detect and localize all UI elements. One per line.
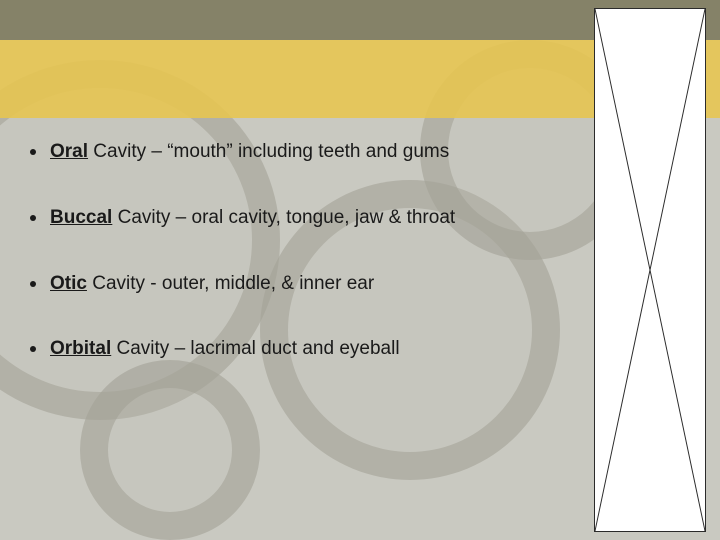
- bullet-icon: [30, 346, 36, 352]
- list-item-text: Oral Cavity – “mouth” including teeth an…: [50, 140, 449, 164]
- list-item-text: Orbital Cavity – lacrimal duct and eyeba…: [50, 337, 400, 361]
- definition: Cavity - outer, middle, & inner ear: [87, 273, 374, 294]
- term: Oral: [50, 141, 88, 162]
- slide-body: Oral Cavity – “mouth” including teeth an…: [0, 118, 560, 403]
- definition: Cavity – lacrimal duct and eyeball: [111, 338, 399, 359]
- bullet-icon: [30, 149, 36, 155]
- image-placeholder: [594, 8, 706, 532]
- definition: Cavity – oral cavity, tongue, jaw & thro…: [112, 207, 455, 228]
- term: Otic: [50, 273, 87, 294]
- placeholder-x-icon: [595, 9, 705, 531]
- term: Orbital: [50, 338, 111, 359]
- definition: Cavity – “mouth” including teeth and gum…: [88, 141, 449, 162]
- list-item: Buccal Cavity – oral cavity, tongue, jaw…: [26, 206, 560, 230]
- list-item-text: Otic Cavity - outer, middle, & inner ear: [50, 272, 374, 296]
- bullet-icon: [30, 215, 36, 221]
- term: Buccal: [50, 207, 112, 228]
- bullet-icon: [30, 281, 36, 287]
- list-item: Otic Cavity - outer, middle, & inner ear: [26, 272, 560, 296]
- list-item-text: Buccal Cavity – oral cavity, tongue, jaw…: [50, 206, 455, 230]
- list-item: Orbital Cavity – lacrimal duct and eyeba…: [26, 337, 560, 361]
- list-item: Oral Cavity – “mouth” including teeth an…: [26, 140, 560, 164]
